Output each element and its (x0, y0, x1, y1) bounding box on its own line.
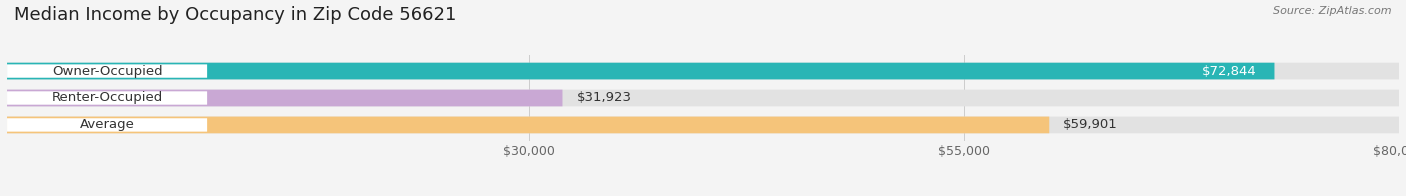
Text: $31,923: $31,923 (576, 92, 631, 104)
Text: Average: Average (80, 118, 135, 132)
Text: Renter-Occupied: Renter-Occupied (52, 92, 163, 104)
FancyBboxPatch shape (7, 63, 1399, 79)
FancyBboxPatch shape (7, 90, 562, 106)
FancyBboxPatch shape (7, 63, 1274, 79)
FancyBboxPatch shape (7, 64, 207, 78)
Text: Owner-Occupied: Owner-Occupied (52, 64, 162, 78)
Text: Median Income by Occupancy in Zip Code 56621: Median Income by Occupancy in Zip Code 5… (14, 6, 457, 24)
FancyBboxPatch shape (7, 91, 207, 105)
Text: $72,844: $72,844 (1202, 64, 1257, 78)
FancyBboxPatch shape (7, 117, 1049, 133)
Text: $59,901: $59,901 (1063, 118, 1118, 132)
FancyBboxPatch shape (7, 118, 207, 132)
FancyBboxPatch shape (7, 117, 1399, 133)
FancyBboxPatch shape (7, 90, 1399, 106)
Text: Source: ZipAtlas.com: Source: ZipAtlas.com (1274, 6, 1392, 16)
